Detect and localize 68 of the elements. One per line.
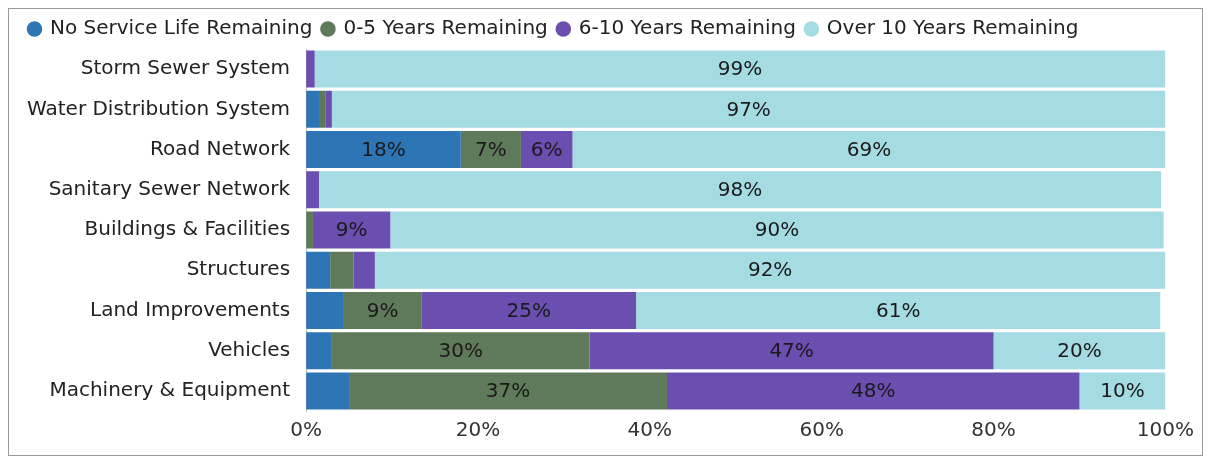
bar [306, 291, 344, 329]
x-tick-label: 40% [627, 417, 673, 442]
bar [306, 171, 319, 209]
y-tick-label: Land Improvements [90, 296, 291, 321]
data-label: 99% [717, 56, 763, 81]
x-tick-label: 100% [1136, 417, 1194, 442]
bar [343, 291, 422, 329]
bar [331, 332, 590, 370]
data-label: 98% [717, 176, 763, 201]
bar [353, 251, 375, 289]
bar [589, 332, 994, 370]
bar [330, 251, 354, 289]
data-label: 61% [875, 297, 921, 322]
bar [306, 50, 315, 88]
data-label: 69% [846, 136, 892, 161]
y-tick-label: Buildings & Facilities [84, 216, 291, 241]
data-label: 37% [485, 378, 531, 403]
bar [667, 372, 1080, 410]
bar [1079, 372, 1166, 410]
y-tick-label: Sanitary Sewer Network [48, 175, 291, 200]
bar [312, 211, 391, 249]
data-label: 9% [366, 297, 399, 322]
legend-label: No Service Life Remaining [50, 15, 313, 40]
data-label: 48% [851, 378, 896, 403]
data-label: 9% [335, 217, 368, 242]
legend-label: 0-5 Years Remaining [343, 15, 548, 40]
data-label: 20% [1057, 337, 1102, 362]
data-label: 25% [506, 297, 551, 322]
x-tick-label: 80% [971, 417, 1016, 442]
data-label: 6% [530, 136, 563, 161]
bar [306, 332, 332, 370]
bar [306, 211, 313, 249]
x-tick-label: 60% [799, 417, 844, 442]
bar [314, 50, 1166, 88]
bar [349, 372, 668, 410]
y-tick-label: Storm Sewer System [80, 55, 291, 80]
y-tick-label: Water Distribution System [26, 95, 291, 120]
y-tick-label: Road Network [150, 135, 291, 160]
legend-label: Over 10 Years Remaining [826, 15, 1079, 40]
x-tick-label: 0% [290, 417, 322, 442]
legend-label: 6-10 Years Remaining [578, 15, 796, 40]
data-label: 30% [438, 337, 483, 362]
bar [993, 332, 1166, 370]
bar [318, 90, 326, 128]
bar [636, 291, 1161, 329]
x-tick-label: 20% [455, 417, 501, 442]
bar [421, 291, 637, 329]
bar [460, 131, 521, 169]
data-label: 92% [747, 257, 793, 282]
bar [572, 131, 1166, 169]
y-tick-label: Structures [186, 256, 291, 281]
data-label: 97% [726, 96, 771, 121]
bar [306, 131, 461, 169]
y-tick-label: Machinery & Equipment [49, 377, 291, 402]
bar [331, 90, 1166, 128]
bar [306, 90, 319, 128]
bar [325, 90, 332, 128]
bar [374, 251, 1166, 289]
data-label: 7% [474, 136, 507, 161]
data-label: 47% [769, 337, 814, 362]
y-tick-label: Vehicles [208, 336, 291, 361]
data-label: 90% [754, 217, 800, 242]
bar [318, 171, 1162, 209]
data-label: 10% [1100, 378, 1145, 403]
bar [306, 251, 331, 289]
data-label: 18% [361, 136, 406, 161]
bar [390, 211, 1164, 249]
bar [306, 372, 350, 410]
